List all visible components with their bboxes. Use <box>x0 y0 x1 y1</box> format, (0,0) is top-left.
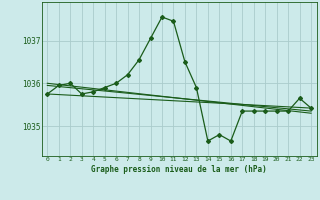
X-axis label: Graphe pression niveau de la mer (hPa): Graphe pression niveau de la mer (hPa) <box>91 165 267 174</box>
